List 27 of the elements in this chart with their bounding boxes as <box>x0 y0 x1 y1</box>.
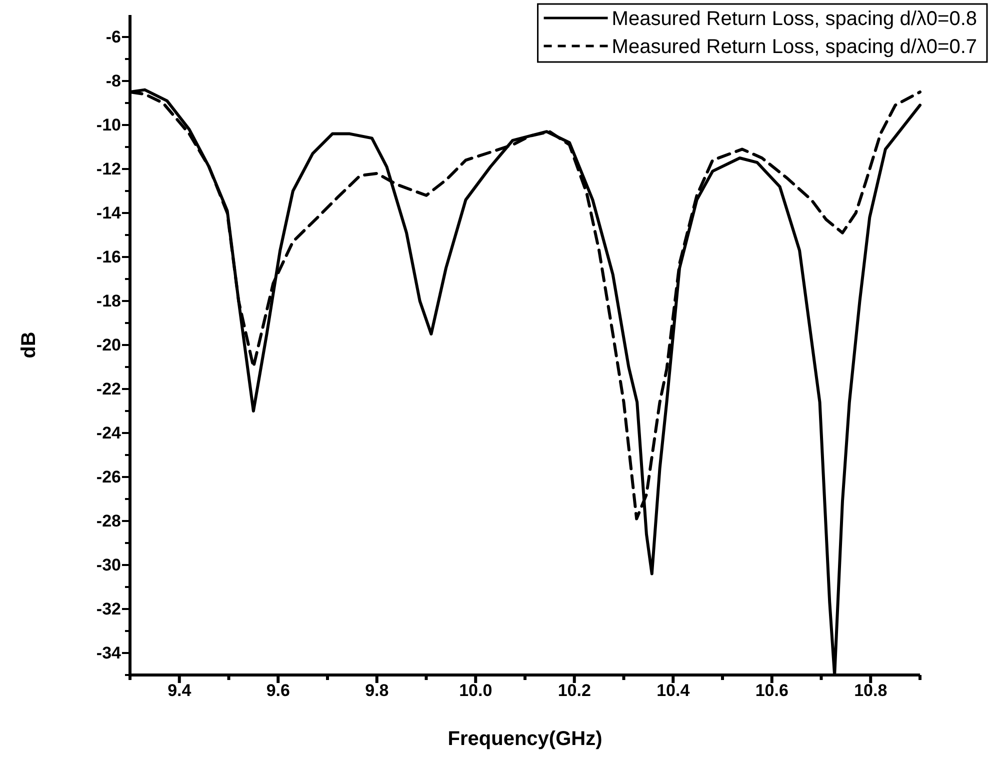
x-tick-label: 9.6 <box>266 681 290 700</box>
legend-label: Measured Return Loss, spacing d/λ0=0.7 <box>612 36 977 58</box>
y-tick-label: -12 <box>96 159 121 178</box>
x-tick-label: 10.2 <box>558 681 591 700</box>
x-axis-title: Frequency(GHz) <box>448 728 602 750</box>
y-tick-label: -30 <box>96 555 121 574</box>
legend-label: Measured Return Loss, spacing d/λ0=0.8 <box>612 8 977 30</box>
y-tick-label: -6 <box>106 27 121 46</box>
y-tick-label: -14 <box>96 203 122 222</box>
x-tick-label: 9.8 <box>365 681 389 700</box>
x-tick-label: 10.0 <box>459 681 492 700</box>
y-tick-label: -32 <box>96 599 121 618</box>
y-tick-label: -22 <box>96 379 121 398</box>
y-tick-label: -34 <box>96 643 122 662</box>
y-tick-label: -20 <box>96 335 121 354</box>
x-tick-label: 9.4 <box>168 681 192 700</box>
y-tick-label: -18 <box>96 291 121 310</box>
y-tick-label: -8 <box>106 71 121 90</box>
y-tick-label: -24 <box>96 423 122 442</box>
y-tick-label: -10 <box>96 115 121 134</box>
x-tick-label: 10.4 <box>656 681 690 700</box>
y-axis-title: dB <box>18 332 40 358</box>
x-tick-label: 10.6 <box>755 681 788 700</box>
y-tick-label: -26 <box>96 467 121 486</box>
x-tick-label: 10.8 <box>854 681 888 700</box>
y-tick-label: -16 <box>96 247 121 266</box>
y-tick-label: -28 <box>96 511 121 530</box>
